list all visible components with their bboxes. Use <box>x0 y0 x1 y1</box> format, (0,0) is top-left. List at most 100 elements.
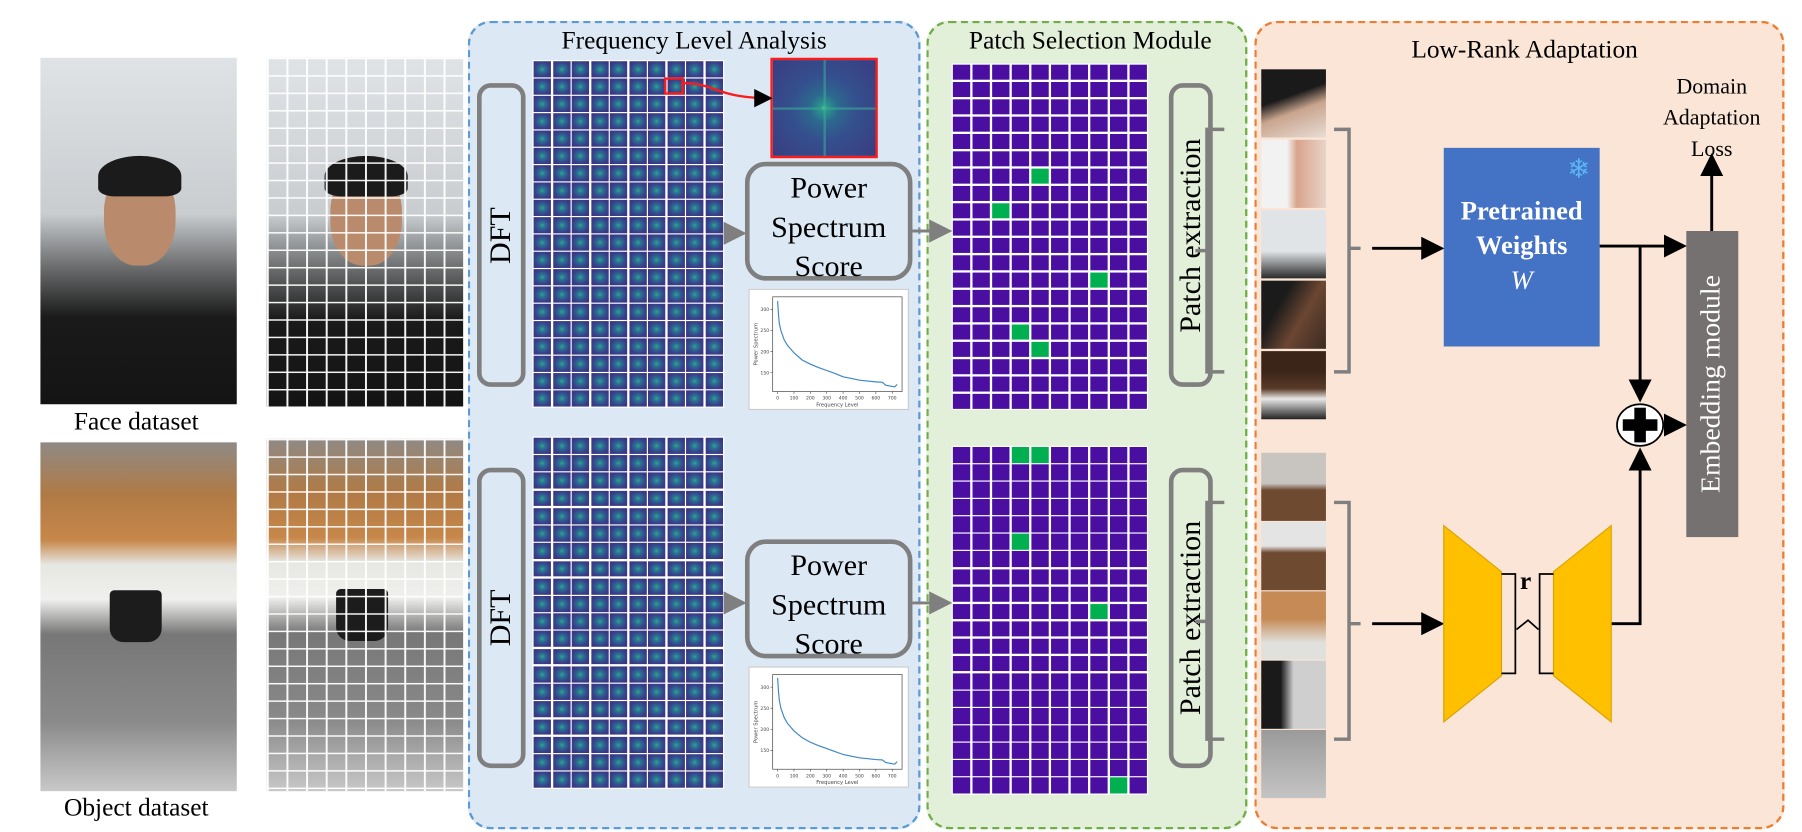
patch-cell <box>952 760 971 777</box>
patch-cell <box>1089 289 1108 306</box>
patch-cell <box>648 754 666 771</box>
patch-cell <box>667 631 685 648</box>
patch-cell <box>972 220 991 236</box>
patch-cell <box>1050 446 1069 463</box>
patch-cell <box>705 578 724 595</box>
patch-cell <box>648 234 666 251</box>
patch-cell <box>590 390 609 407</box>
patch-cell <box>1089 254 1108 271</box>
patch-cell <box>1129 81 1147 98</box>
patch-cell <box>610 390 628 407</box>
patch-cell <box>629 771 647 788</box>
patch-cell <box>629 147 647 164</box>
patch-cell <box>1011 742 1030 759</box>
patch-cell <box>686 683 704 700</box>
patch-cell <box>705 130 724 147</box>
patch-cell <box>1089 760 1108 777</box>
patch-cell <box>1109 621 1128 637</box>
patch-cell <box>610 543 628 560</box>
patch-cell <box>667 719 685 735</box>
patch-cell <box>952 289 971 306</box>
patch-cell <box>610 508 628 524</box>
patch-cell <box>571 217 590 234</box>
patch-cell <box>686 508 704 524</box>
patch-cell <box>667 525 685 542</box>
patch-cell <box>590 578 609 595</box>
patch-cell <box>590 130 609 147</box>
patch-cell <box>972 655 991 672</box>
patch-cell <box>590 595 609 612</box>
patch-cell <box>992 151 1010 167</box>
patch-cell <box>590 304 609 320</box>
patch-cell <box>667 252 685 268</box>
patch-cell <box>571 472 590 489</box>
patch-cell <box>667 736 685 753</box>
patch-cell <box>952 603 971 620</box>
patch-cell <box>1089 655 1108 672</box>
patch-cell <box>648 200 666 216</box>
dft-block-object: DFT <box>477 467 526 769</box>
patch-cell <box>1109 376 1128 392</box>
patch-cell <box>552 719 571 735</box>
patch-cell <box>1129 446 1147 463</box>
patch-cell <box>610 455 628 472</box>
patch-cell <box>590 182 609 199</box>
patch-cell <box>1011 481 1030 498</box>
patch-cell <box>686 578 704 595</box>
patch-cell <box>1011 237 1030 254</box>
patch-cell <box>1129 760 1147 777</box>
patch-cell <box>629 613 647 630</box>
bracket <box>1334 127 1361 374</box>
patch-cell <box>1089 516 1108 533</box>
patch-cell <box>590 631 609 648</box>
patch-cell <box>1011 725 1030 742</box>
patch-cell <box>1109 133 1128 150</box>
patch-cell <box>1011 272 1030 288</box>
patch-cell <box>1089 499 1108 515</box>
patch-cell <box>629 631 647 648</box>
patch-cell <box>1070 568 1089 585</box>
patch-cell <box>1031 621 1050 637</box>
patch-cell <box>629 130 647 147</box>
x-tick-label: 600 <box>871 396 880 402</box>
patch-cell <box>648 543 666 560</box>
score-line: Score <box>794 249 863 283</box>
patch-cell <box>1070 464 1089 481</box>
patch-cell <box>552 61 571 77</box>
patch-cell <box>552 234 571 251</box>
patch-cell <box>992 289 1010 306</box>
patch-cell <box>629 200 647 216</box>
patch-cell <box>686 286 704 303</box>
patch-cell <box>952 341 971 357</box>
patch-cell <box>1129 393 1147 409</box>
patch-cell <box>629 683 647 700</box>
patch-cell <box>952 376 971 392</box>
patch-cell <box>1109 272 1128 288</box>
patch-cell <box>667 304 685 320</box>
patch-cell <box>533 200 551 216</box>
patch-cell <box>1129 534 1147 550</box>
x-tick-label: 700 <box>888 773 897 779</box>
patch-cell <box>610 754 628 771</box>
patch-cell <box>552 525 571 542</box>
patch-cell <box>590 234 609 251</box>
patch-cell <box>992 499 1010 515</box>
selected-patch-cell <box>1011 534 1030 550</box>
patch-cell <box>1031 481 1050 498</box>
patch-cell <box>610 666 628 683</box>
score-line: Power <box>790 548 868 583</box>
patch-cell <box>1109 446 1128 463</box>
snowflake-icon: ❄ <box>1567 154 1591 185</box>
patch-cell <box>1070 116 1089 133</box>
patch-cell <box>992 481 1010 498</box>
bracket <box>1195 500 1225 741</box>
weight-symbol: W <box>1510 265 1533 295</box>
patch-cell <box>571 508 590 524</box>
patch-cell <box>1050 516 1069 533</box>
patch-cell <box>1129 516 1147 533</box>
patch-cell <box>972 203 991 219</box>
patch-cell <box>1070 306 1089 323</box>
patch-cell <box>1050 306 1069 323</box>
patch-cell <box>590 455 609 472</box>
patch-cell <box>686 472 704 489</box>
